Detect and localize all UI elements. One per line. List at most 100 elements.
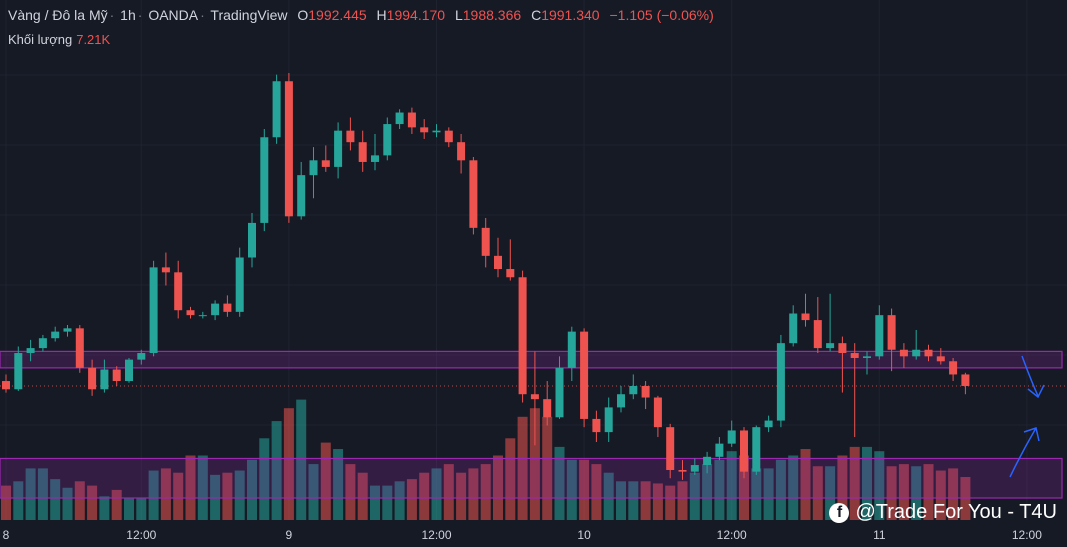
x-tick-label: 12:00	[1011, 528, 1042, 542]
volume-bar	[419, 472, 430, 520]
candle-body	[186, 310, 195, 316]
candle-body	[494, 255, 502, 270]
volume-bar	[308, 464, 319, 520]
volume-bar	[136, 498, 147, 520]
symbol-name[interactable]: Vàng / Đô la Mỹ	[8, 7, 108, 23]
candle-body	[100, 369, 109, 390]
candle-body	[617, 394, 625, 408]
volume-bar	[493, 455, 503, 520]
volume-bar	[160, 468, 171, 520]
x-tick-label: 8	[2, 528, 10, 542]
candle-body	[875, 315, 884, 357]
candle-body	[789, 313, 798, 344]
candle-body	[924, 349, 933, 357]
volume-bar	[628, 481, 639, 520]
volume-bar	[788, 455, 799, 520]
volume-bar	[296, 399, 307, 520]
candle-body	[863, 356, 871, 358]
volume-bar	[591, 464, 602, 520]
candle-body	[174, 272, 183, 311]
candle-body	[629, 385, 638, 395]
candle-body	[530, 394, 539, 400]
volume-bar	[935, 470, 946, 520]
volume-bar	[185, 455, 196, 520]
candle-body	[260, 137, 269, 223]
volume-bar	[197, 455, 208, 520]
volume-bar	[382, 485, 393, 520]
volume-bar	[234, 470, 245, 520]
candle-body	[826, 343, 835, 349]
candle-body	[703, 456, 712, 466]
candle-body	[235, 257, 244, 312]
close-label: C	[531, 7, 542, 23]
candle-body	[211, 303, 220, 316]
source-label: TradingView	[210, 7, 288, 23]
volume-bar	[99, 496, 110, 520]
x-tick-label: 11	[873, 528, 886, 542]
candle-body	[112, 369, 121, 382]
volume-bar	[554, 446, 565, 520]
volume-bar	[222, 472, 233, 520]
candle-body	[887, 315, 896, 350]
candle-body	[813, 320, 822, 349]
candle-body	[543, 399, 552, 418]
volume-bar	[640, 481, 651, 520]
volume-bar	[25, 468, 36, 520]
candle-body	[641, 385, 650, 398]
volume-bar	[775, 459, 786, 520]
x-tick-label: 12:00	[421, 528, 452, 542]
volume-bar	[616, 481, 626, 520]
open-value: 1992.445	[308, 7, 367, 23]
candle-body	[961, 374, 970, 386]
volume-bar	[726, 451, 737, 520]
volume-bar	[714, 459, 725, 520]
volume-bar	[1, 485, 11, 520]
candle-body	[518, 277, 527, 395]
volume-bar	[849, 446, 860, 520]
candle-body	[457, 142, 466, 161]
candle-body	[690, 465, 699, 472]
volume-bar	[812, 466, 823, 520]
volume-bar	[874, 451, 885, 520]
candle-body	[506, 269, 515, 278]
candle-body	[149, 267, 158, 354]
candle-body	[715, 443, 724, 457]
candle-body	[26, 348, 35, 354]
volume-bar	[566, 459, 577, 520]
volume-bar	[923, 464, 934, 520]
candle-body	[51, 331, 60, 339]
volume-bar	[862, 446, 872, 520]
candle-body	[850, 353, 859, 358]
high-label: H	[376, 7, 387, 23]
candle-body	[395, 112, 404, 125]
low-label: L	[454, 7, 463, 23]
x-tick-label: 10	[577, 528, 591, 542]
volume-bar	[480, 464, 491, 520]
volume-bar	[517, 416, 528, 520]
candle-body	[801, 313, 810, 321]
candle-body	[420, 127, 429, 133]
candle-body	[764, 420, 773, 428]
volume-bar	[370, 485, 380, 520]
candle-body	[604, 407, 613, 433]
candle-body	[776, 343, 785, 421]
candle-body	[223, 303, 232, 312]
volume-bar	[271, 421, 282, 520]
volume-bar	[37, 468, 48, 520]
candle-body	[297, 175, 306, 217]
volume-bar	[247, 459, 257, 520]
interval-label[interactable]: 1h	[120, 7, 136, 23]
candle-body	[2, 381, 10, 390]
volume-bar	[603, 472, 614, 520]
lower-zone	[0, 457, 1063, 499]
volume-bar	[911, 466, 922, 520]
volume-bar	[443, 464, 454, 520]
x-tick-label: 12:00	[126, 528, 157, 542]
candle-body	[321, 160, 330, 167]
volume-legend[interactable]: Khối lượng 7.21K	[8, 32, 110, 47]
volume-bar	[677, 481, 688, 520]
volume-bar	[886, 466, 897, 520]
volume-bar	[259, 438, 270, 520]
candle-body	[653, 397, 662, 428]
